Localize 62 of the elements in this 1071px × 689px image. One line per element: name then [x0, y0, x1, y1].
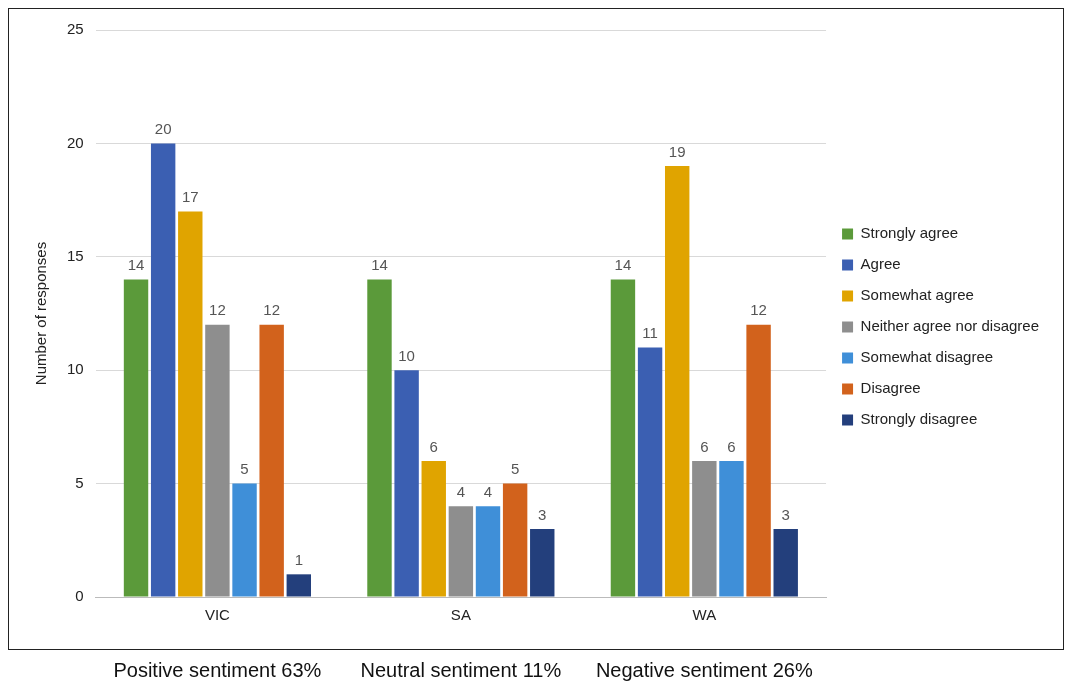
bar — [665, 166, 690, 597]
x-tick-label: SA — [450, 606, 471, 624]
data-label: 5 — [510, 460, 520, 478]
data-label: 11 — [642, 324, 658, 342]
data-label: 12 — [263, 301, 281, 319]
bar — [178, 211, 203, 597]
legend-label: Disagree — [860, 379, 921, 397]
data-label: 5 — [240, 460, 249, 478]
y-tick-label: 0 — [75, 587, 84, 605]
bar — [746, 324, 771, 597]
legend-label: Agree — [860, 255, 901, 273]
bar — [719, 460, 744, 597]
bar — [448, 506, 474, 597]
data-label: 6 — [700, 437, 709, 455]
bar — [367, 279, 392, 597]
bar — [773, 528, 798, 597]
data-label: 14 — [614, 256, 632, 274]
bar — [205, 324, 230, 597]
y-tick-label: 5 — [75, 473, 84, 491]
x-tick-label: VIC — [204, 606, 231, 624]
data-label: 19 — [668, 142, 686, 160]
bar — [637, 347, 663, 597]
bar — [123, 279, 149, 597]
bar — [421, 460, 446, 597]
data-label: 4 — [456, 482, 466, 500]
bar — [150, 143, 176, 597]
legend-label: Neither agree nor disagree — [860, 317, 1040, 335]
legend-label: Strongly disagree — [860, 410, 978, 428]
data-label: 12 — [750, 301, 767, 319]
text: Negative sentiment 26% — [595, 659, 813, 682]
legend-label: Somewhat agree — [860, 286, 974, 304]
y-axis-title: Number of responses — [32, 241, 50, 386]
bar — [394, 370, 419, 597]
bar — [475, 506, 501, 597]
data-label: 6 — [727, 437, 736, 455]
data-label: 17 — [181, 188, 199, 206]
x-tick-label: WA — [692, 606, 717, 624]
data-label: 3 — [781, 505, 790, 523]
legend-label: Somewhat disagree — [860, 348, 994, 366]
bar — [502, 483, 528, 597]
text: Positive sentiment 63% — [113, 659, 322, 682]
y-tick-label: 25 — [67, 20, 84, 38]
bar — [610, 279, 636, 597]
bar — [232, 483, 257, 597]
y-tick-label: 15 — [67, 246, 84, 264]
data-label: 1 — [294, 550, 303, 568]
y-tick-label: 20 — [67, 133, 84, 151]
data-label: 10 — [398, 346, 415, 364]
data-label: 20 — [154, 120, 172, 138]
legend-label: Strongly agree — [860, 224, 959, 242]
text: Neutral sentiment 11% — [360, 659, 562, 682]
bar — [530, 528, 555, 597]
data-label: 6 — [429, 437, 438, 455]
data-label: 12 — [209, 301, 226, 319]
y-tick-label: 10 — [67, 360, 84, 378]
bar — [259, 324, 284, 597]
data-label: 4 — [483, 482, 493, 500]
data-label: 14 — [371, 256, 388, 274]
bar — [286, 574, 312, 597]
bar — [692, 460, 717, 597]
data-label: 14 — [127, 256, 145, 274]
data-label: 3 — [538, 505, 547, 523]
